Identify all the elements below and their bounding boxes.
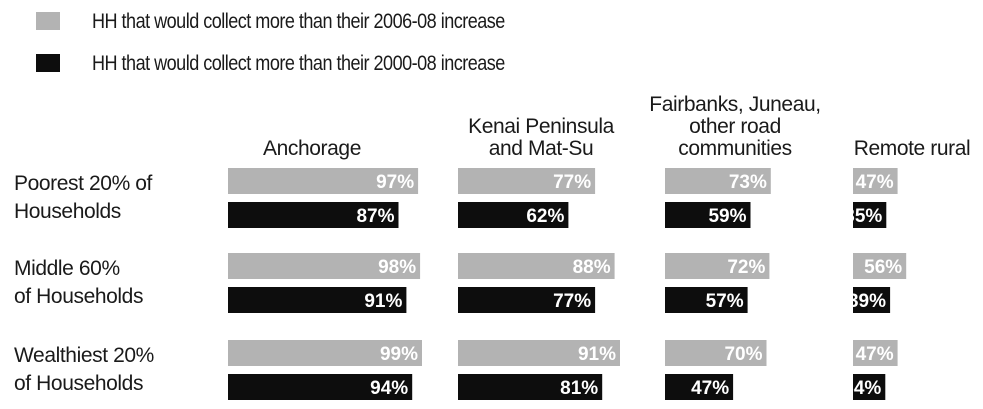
legend-label-2000-08: HH that would collect more than their 20… [92,52,505,75]
bar-2000-08 [228,202,399,228]
bar-value-label: 57% [706,291,744,312]
column-header-line: Anchorage [263,137,361,160]
bar-2006-08 [665,168,771,194]
bar-2006-08 [665,340,767,366]
column-header: Anchorage [202,138,422,160]
bar-2000-08 [458,287,596,313]
bar-value-label: 35% [844,206,882,227]
row-label: Middle 60% of Households [14,255,143,311]
bar-2006-08 [853,168,898,194]
column-header-line: communities [678,137,792,160]
bar-value-label: 97% [376,172,414,193]
row-label-line: of Households [14,372,144,395]
row-label: Wealthiest 20% of Households [14,342,154,398]
bar-value-label: 77% [553,172,591,193]
bar-value-label: 87% [356,206,394,227]
bar-2006-08 [853,340,898,366]
column-header-line: Kenai Peninsula [468,115,614,138]
bar-value-label: 47% [856,172,894,193]
bar-value-label: 59% [708,206,746,227]
bar-2000-08 [665,202,751,228]
bar-value-label: 81% [560,378,598,399]
bar-2000-08 [853,202,887,228]
bar-2000-08 [853,374,886,400]
row-label-line: of Households [14,285,144,308]
bar-value-label: 47% [691,378,729,399]
bar-value-label: 77% [553,291,591,312]
bar-value-label: 70% [724,344,762,365]
bar-2006-08 [228,168,419,194]
bar-2000-08 [665,287,748,313]
bar-value-label: 39% [848,291,886,312]
row-label-line: Wealthiest 20% [14,344,154,367]
bar-value-label: 34% [843,378,881,399]
bar-value-label: 91% [578,344,616,365]
row-label-line: Households [14,200,121,223]
column-header: Kenai Peninsula and Mat-Su [431,116,651,160]
column-header: Remote rural [802,138,983,160]
legend-label-2006-08: HH that would collect more than their 20… [92,10,505,33]
bar-2006-08 [228,253,421,279]
bar-2000-08 [665,374,734,400]
bar-2000-08 [458,374,603,400]
column-header: Fairbanks, Juneau, other road communities [625,94,845,160]
bar-value-label: 91% [364,291,402,312]
bar-value-label: 99% [380,344,418,365]
bar-2000-08 [228,287,407,313]
bar-2000-08 [458,202,569,228]
legend-swatch-dark [36,54,60,72]
row-label-line: Middle 60% [14,257,120,280]
bar-2006-08 [665,253,770,279]
bar-2006-08 [853,253,907,279]
bar-value-label: 56% [864,257,902,278]
row-label-line: Poorest 20% of [14,172,152,195]
column-header-line: and Mat-Su [488,137,594,160]
column-header-line: Remote rural [853,137,971,160]
bar-value-label: 88% [573,257,611,278]
bar-value-label: 72% [727,257,765,278]
column-header-line: Fairbanks, Juneau, [649,93,821,116]
bar-2000-08 [853,287,891,313]
legend-swatch-light [36,12,60,30]
bar-value-label: 73% [729,172,767,193]
row-label: Poorest 20% of Households [14,170,152,226]
bar-2006-08 [458,168,596,194]
column-header-line: other road [689,115,781,138]
bar-value-label: 94% [370,378,408,399]
bar-value-label: 47% [856,344,894,365]
bar-value-label: 98% [378,257,416,278]
bar-2000-08 [228,374,413,400]
bar-2006-08 [458,253,615,279]
bar-2006-08 [228,340,422,366]
bar-value-label: 62% [526,206,564,227]
bar-2006-08 [458,340,620,366]
